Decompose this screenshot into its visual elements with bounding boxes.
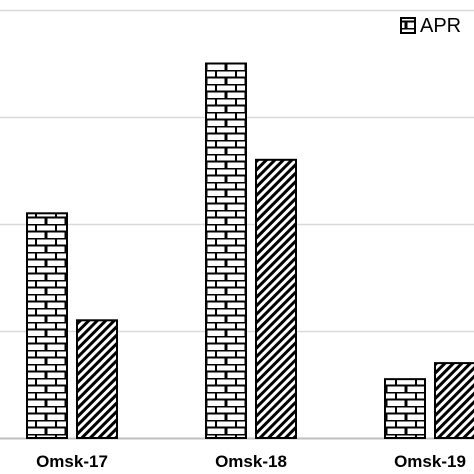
bar-series-2-omsk-19	[434, 362, 474, 440]
x-tick-labels: Omsk-17 Omsk-18 Omsk-19	[36, 452, 466, 471]
bar-series-1-omsk-19	[384, 378, 426, 439]
bars	[26, 62, 474, 440]
legend: APR	[400, 15, 461, 37]
legend-swatch-apr	[400, 17, 416, 34]
legend-label-apr: APR	[420, 15, 461, 37]
bar-series-2-omsk-17	[76, 319, 118, 439]
bar-series-1-omsk-17	[26, 212, 68, 439]
x-tick-label: Omsk-18	[215, 452, 287, 471]
x-tick-label: Omsk-17	[36, 452, 108, 471]
bar-series-1-omsk-18	[205, 62, 247, 439]
x-tick-label: Omsk-19	[394, 452, 466, 471]
bar-series-2-omsk-18	[255, 158, 297, 440]
